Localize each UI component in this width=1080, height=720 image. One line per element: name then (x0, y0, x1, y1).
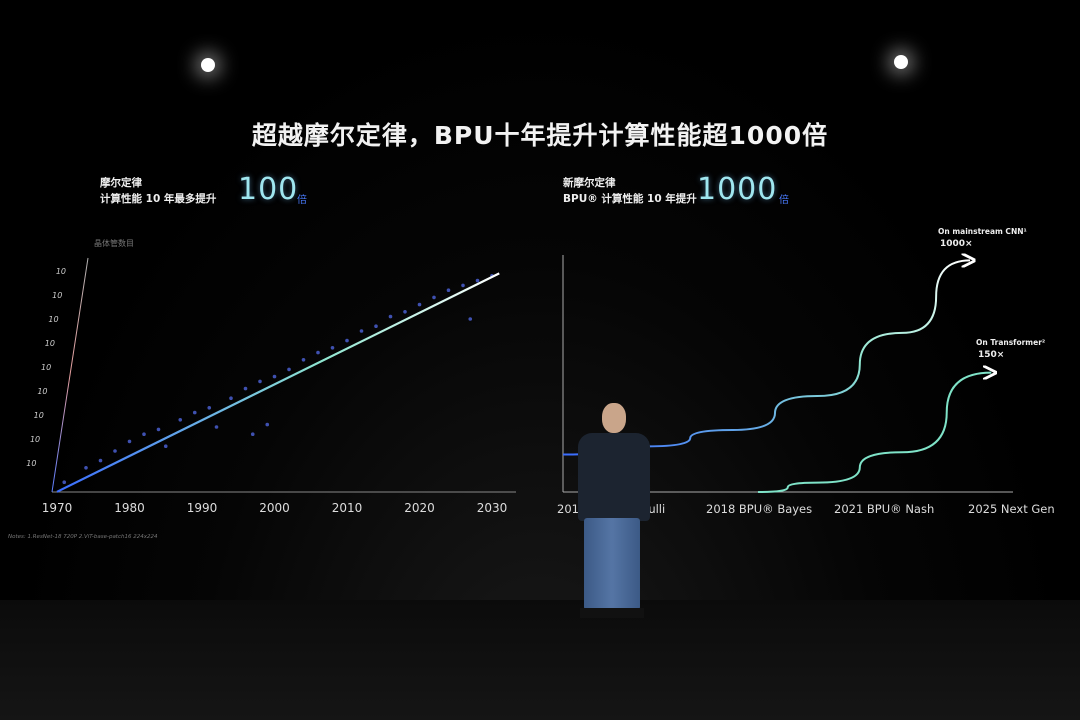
data-point (272, 374, 277, 379)
data-point (192, 410, 197, 415)
x-tick-label: 1970 (42, 501, 73, 515)
data-point (287, 367, 291, 372)
speaker-jacket (578, 433, 650, 521)
right-unit: 倍 (779, 195, 789, 206)
series-label: 150× (978, 350, 1004, 360)
data-point (330, 346, 335, 350)
data-point (265, 422, 270, 427)
right-subheading: BPU® 计算性能 10 年提升 (563, 193, 697, 205)
data-point (98, 458, 103, 463)
stage-light (894, 55, 908, 69)
data-point (178, 418, 183, 422)
x-tick-label: 2000 (259, 501, 290, 515)
data-point (301, 358, 306, 362)
trend-line (56, 272, 500, 493)
y-tick-label: 10 (37, 387, 47, 396)
y-tick-label: 10 (30, 435, 40, 444)
data-point (461, 283, 465, 288)
data-point (163, 444, 168, 449)
data-point (403, 310, 407, 314)
data-point (417, 302, 422, 307)
y-tick-label: 10 (48, 315, 58, 324)
series-label: 1000× (940, 239, 973, 249)
series-line (758, 373, 991, 493)
y-axis (51, 257, 89, 493)
data-point (62, 480, 67, 485)
data-point (374, 324, 378, 329)
speaker-shoes (580, 608, 644, 618)
y-tick-label: 10 (56, 267, 66, 276)
data-point (207, 406, 212, 410)
left-unit: 倍 (297, 195, 307, 206)
x-tick-label: 1990 (187, 501, 218, 515)
slide-title: 超越摩尔定律，BPU十年提升计算性能超1000倍 (251, 121, 829, 150)
data-point (214, 425, 219, 429)
x-tick-label: 2020 (404, 501, 435, 515)
x-tick-label: 2018 BPU® Bayes (706, 502, 812, 516)
series-name: On mainstream CNN¹ (938, 227, 1027, 236)
left-heading-text: 摩尔定律 (100, 177, 142, 189)
stage-light (201, 58, 215, 72)
data-point (127, 439, 132, 444)
data-point (316, 350, 320, 355)
y-tick-label: 10 (26, 459, 36, 468)
y-axis-label: 晶体管数目 (94, 238, 134, 248)
right-heading-text: 新摩尔定律 (563, 177, 616, 189)
right-heading: 新摩尔定律 BPU® 计算性能 10 年提升 (563, 175, 697, 207)
left-value: 100 (238, 172, 299, 207)
data-point (243, 386, 248, 391)
right-value: 1000 (697, 172, 778, 207)
data-point (156, 427, 161, 432)
left-heading: 摩尔定律 计算性能 10 年最多提升 (100, 175, 216, 207)
data-point (229, 396, 233, 401)
data-point (388, 314, 393, 319)
y-tick-label: 10 (52, 291, 62, 300)
y-tick-label: 10 (45, 339, 55, 348)
data-point (468, 317, 473, 321)
y-tick-label: 10 (41, 363, 51, 372)
left-subheading: 计算性能 10 年最多提升 (100, 193, 217, 205)
data-point (142, 432, 146, 437)
data-point (432, 295, 436, 300)
data-point (446, 288, 451, 293)
data-point (84, 466, 88, 470)
x-tick-label: 2025 Next Gen (968, 502, 1055, 516)
series-name: On Transformer² (976, 338, 1045, 347)
data-point (113, 449, 117, 453)
data-point (475, 278, 480, 283)
data-point (345, 338, 349, 343)
speaker-head (602, 403, 626, 433)
y-tick-label: 10 (34, 411, 44, 420)
speaker (572, 403, 662, 623)
stage-floor (0, 600, 1080, 720)
x-tick-label: 2030 (477, 501, 508, 515)
data-point (250, 432, 255, 437)
footnote: Notes: 1.ResNet-18 720P 2.ViT-base-patch… (8, 534, 158, 540)
data-point (258, 379, 262, 384)
x-tick-label: 2021 BPU® Nash (834, 502, 934, 516)
x-tick-label: 2010 (332, 501, 363, 515)
data-point (359, 329, 364, 333)
speaker-jeans (584, 518, 640, 610)
x-tick-label: 1980 (114, 501, 145, 515)
